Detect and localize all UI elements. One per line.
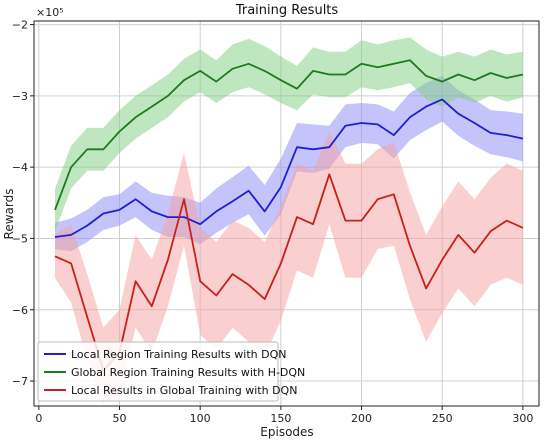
legend-box xyxy=(37,341,279,402)
x-tick-label: 200 xyxy=(351,412,372,425)
x-tick-label: 150 xyxy=(270,412,291,425)
chart-title: Training Results xyxy=(235,3,339,18)
axis-ticks: 0 50 100 150 200 250 300 −7 −6 −5 −4 −3 −2 xyxy=(12,19,534,425)
legend-label-global-hdqn: Global Region Training Results with H-DQ… xyxy=(71,366,305,379)
series-line-local-in-global xyxy=(54,173,524,372)
plot-frame xyxy=(33,20,540,407)
x-tick-label: 50 xyxy=(113,412,127,425)
x-tick-label: 100 xyxy=(190,412,211,425)
y-axis-scale-label: ×10⁵ xyxy=(36,6,64,19)
y-axis-title: Rewards xyxy=(2,189,16,240)
legend-label-local-in-global: Local Results in Global Training with DQ… xyxy=(71,384,297,397)
x-tick-label: 250 xyxy=(432,412,453,425)
y-tick-label: −3 xyxy=(12,90,28,103)
y-tick-label: −7 xyxy=(12,375,28,388)
legend-label-local-dqn: Local Region Training Results with DQN xyxy=(71,348,286,361)
y-tick-label: −6 xyxy=(12,304,28,317)
x-axis-title: Episodes xyxy=(260,425,313,439)
x-tick-label: 300 xyxy=(512,412,533,425)
series-line-global-hdqn xyxy=(54,59,524,211)
series-line-local-dqn xyxy=(54,98,524,238)
band-global-hdqn xyxy=(55,37,523,232)
x-tick-label: 0 xyxy=(35,412,42,425)
band-local-in-global xyxy=(55,131,523,403)
y-tick-label: −2 xyxy=(12,19,28,32)
y-tick-label: −5 xyxy=(12,232,28,245)
series-lines xyxy=(54,59,524,372)
legend: Local Region Training Results with DQN G… xyxy=(37,341,305,402)
y-tick-label: −4 xyxy=(12,161,28,174)
confidence-bands xyxy=(55,37,523,403)
